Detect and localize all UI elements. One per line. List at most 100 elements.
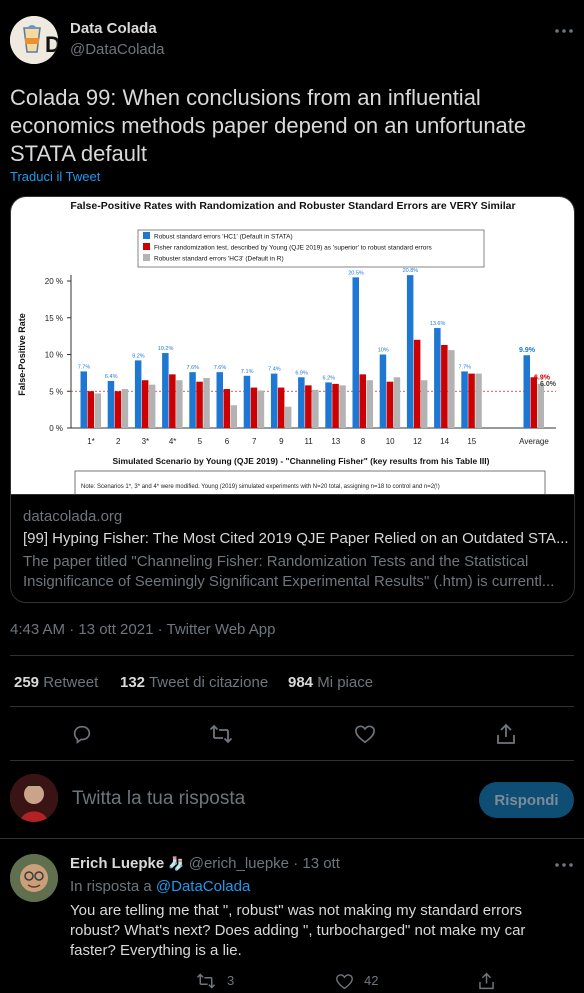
bar-fisher — [141, 380, 149, 428]
bar-hc1 — [243, 375, 251, 428]
author-name[interactable]: Data Colada — [70, 20, 157, 37]
author-avatar[interactable]: D — [10, 16, 58, 64]
x-tick-label: 6 — [225, 437, 230, 446]
chart-title: False-Positive Rates with Randomization … — [70, 200, 515, 212]
in-reply-to-prefix: In risposta a — [70, 878, 156, 895]
reply-like-icon[interactable] — [333, 971, 355, 991]
bar-hc3 — [420, 380, 428, 428]
reply-more-icon[interactable] — [552, 856, 576, 874]
reply-author-handle[interactable]: @erich_luepke — [188, 855, 290, 872]
bar-hc3 — [257, 390, 265, 428]
translate-link[interactable]: Traduci il Tweet — [10, 169, 101, 184]
data-label: 20.8% — [403, 268, 419, 274]
reply-input[interactable]: Twitta la tua risposta — [72, 788, 246, 809]
more-icon[interactable] — [552, 22, 576, 40]
data-label: 13.6% — [430, 321, 446, 327]
tweet-text-line: economics methods paper depend on an unf… — [10, 113, 527, 138]
y-tick-label: 0 % — [49, 424, 63, 433]
retweet-icon[interactable] — [208, 722, 234, 746]
bar-hc3 — [475, 373, 482, 428]
legend-swatch — [143, 254, 150, 261]
data-label: 7.6% — [214, 365, 227, 371]
reply-author-name[interactable]: Erich Luepke — [70, 855, 165, 872]
share-icon[interactable] — [494, 722, 518, 746]
reply-button[interactable]: Rispondi — [479, 782, 574, 818]
colada-logo-icon: D — [10, 16, 58, 64]
reply-author-avatar[interactable] — [10, 854, 58, 902]
bar-hc3 — [448, 350, 455, 428]
bar-hc1 — [298, 377, 305, 428]
likes-label: Mi piace — [317, 674, 374, 691]
bar-fisher — [87, 391, 94, 428]
reply-icon[interactable] — [70, 722, 94, 746]
x-tick-label: 4* — [169, 437, 177, 446]
like-icon[interactable] — [353, 722, 377, 746]
likes-stat[interactable]: 984 Mi piace — [288, 674, 373, 691]
reply-text-line: faster? Everything is a lie. — [70, 942, 242, 959]
bar-fisher — [441, 344, 448, 428]
in-reply-to-handle[interactable]: @DataColada — [155, 878, 251, 895]
card-title: [99] Hyping Fisher: The Most Cited 2019 … — [23, 530, 568, 547]
retweets-label: Retweet — [43, 674, 99, 691]
bar-fisher — [468, 373, 475, 428]
x-tick-label: 11 — [304, 437, 313, 446]
data-label-average-hc3: 6.0% — [540, 381, 557, 388]
retweets-stat[interactable]: 259 Retweet — [14, 674, 98, 691]
data-label: 20.5% — [348, 270, 364, 276]
retweets-count: 259 — [14, 674, 40, 691]
bar-fisher — [530, 377, 537, 428]
data-label: 6.9% — [295, 370, 308, 376]
bar-hc3 — [393, 377, 401, 428]
x-tick-label: 8 — [361, 437, 366, 446]
in-reply-to: In risposta a @DataColada — [70, 878, 250, 895]
bar-hc1 — [162, 353, 169, 428]
tweet-text: Colada 99: When conclusions from an infl… — [10, 84, 580, 168]
bar-hc3 — [148, 384, 156, 428]
legend-swatch — [143, 232, 150, 239]
author-handle[interactable]: @DataColada — [70, 41, 165, 58]
user-avatar-image — [10, 774, 58, 822]
link-card[interactable]: False-Positive Rates with Randomization … — [10, 196, 575, 603]
card-description-line: The paper titled "Channeling Fisher: Ran… — [23, 553, 529, 570]
reply-retweet-count: 3 — [227, 973, 235, 988]
reply-share-icon[interactable] — [476, 971, 496, 991]
bar-hc3 — [176, 380, 183, 428]
x-tick-label: 14 — [440, 437, 449, 446]
x-tick-label: 15 — [467, 437, 476, 446]
x-tick-label: 3* — [142, 437, 150, 446]
bar-hc3 — [537, 383, 544, 428]
user-avatar[interactable] — [10, 774, 58, 822]
bar-hc3 — [230, 405, 237, 428]
bar-hc3 — [203, 378, 210, 428]
reply-text: You are telling me that ", robust" was n… — [70, 901, 575, 961]
bar-fisher — [386, 381, 394, 428]
bar-hc3 — [366, 380, 373, 428]
bar-hc1 — [406, 275, 414, 428]
x-tick-label: Average — [519, 437, 549, 446]
tweet-timestamp[interactable]: 4:43 AM · 13 ott 2021 · Twitter Web App — [10, 621, 276, 638]
data-label: 7.7% — [459, 364, 472, 370]
bar-hc1 — [107, 380, 115, 428]
quotes-stat[interactable]: 132 Tweet di citazione — [120, 674, 268, 691]
reply-author-avatar-image — [10, 854, 58, 902]
bar-hc3 — [312, 389, 319, 428]
reply-retweet-icon[interactable] — [195, 971, 217, 991]
reply-time[interactable]: · 13 ott — [293, 855, 340, 872]
bar-hc3 — [121, 389, 129, 428]
card-domain: datacolada.org — [23, 508, 123, 525]
bar-hc3 — [339, 385, 346, 428]
bar-hc1 — [379, 354, 387, 428]
legend-entry: Robuster standard errors 'HC3' (Default … — [154, 256, 284, 263]
x-tick-label: 13 — [331, 437, 340, 446]
tweet-text-line: STATA default — [10, 141, 147, 166]
x-tick-label: 7 — [252, 437, 257, 446]
y-tick-label: 10 % — [45, 351, 63, 360]
bar-hc1 — [434, 328, 441, 428]
data-label: 6.2% — [323, 375, 336, 381]
tweet-text-line: Colada 99: When conclusions from an infl… — [10, 85, 481, 110]
bar-hc1 — [325, 382, 332, 428]
x-axis-label: Simulated Scenario by Young (QJE 2019) -… — [113, 456, 490, 466]
data-label-average-fisher: 6.9% — [534, 374, 551, 381]
bar-fisher — [169, 374, 176, 428]
note-text: Note: Scenarios 1*, 3* and 4* were modif… — [81, 484, 440, 490]
